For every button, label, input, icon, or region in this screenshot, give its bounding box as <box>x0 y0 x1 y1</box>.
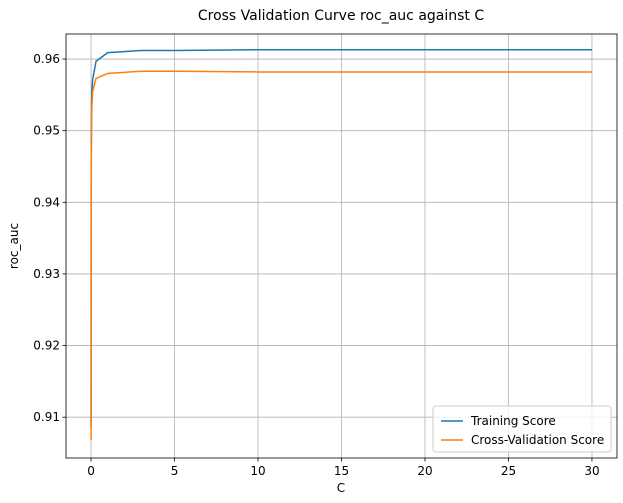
y-axis-label: roc_auc <box>7 223 21 269</box>
x-tick-label: 15 <box>334 464 349 478</box>
y-tick-label: 0.94 <box>33 195 60 209</box>
x-tick-label: 5 <box>171 464 179 478</box>
x-axis-ticks: 0 5 10 15 20 25 30 <box>87 458 600 478</box>
x-tick-label: 10 <box>250 464 265 478</box>
x-tick-label: 30 <box>584 464 599 478</box>
legend: Training Score Cross-Validation Score <box>432 405 612 453</box>
x-tick-label: 25 <box>501 464 516 478</box>
legend-label: Cross-Validation Score <box>471 433 604 447</box>
series-lines <box>90 49 592 441</box>
legend-box <box>432 405 612 453</box>
y-tick-label: 0.95 <box>33 124 60 138</box>
y-tick-label: 0.92 <box>33 339 60 353</box>
x-tick-label: 0 <box>87 464 95 478</box>
y-tick-label: 0.93 <box>33 267 60 281</box>
legend-label: Training Score <box>470 414 556 428</box>
grid <box>66 34 617 458</box>
y-tick-label: 0.91 <box>33 410 60 424</box>
x-axis-label: C <box>337 481 345 495</box>
y-tick-label: 0.96 <box>33 52 60 66</box>
series-line-cross-validation-score <box>90 70 592 441</box>
chart-title: Cross Validation Curve roc_auc against C <box>198 8 485 24</box>
x-tick-label: 20 <box>417 464 432 478</box>
y-axis-ticks: 0.91 0.92 0.93 0.94 0.95 0.96 <box>33 52 66 424</box>
